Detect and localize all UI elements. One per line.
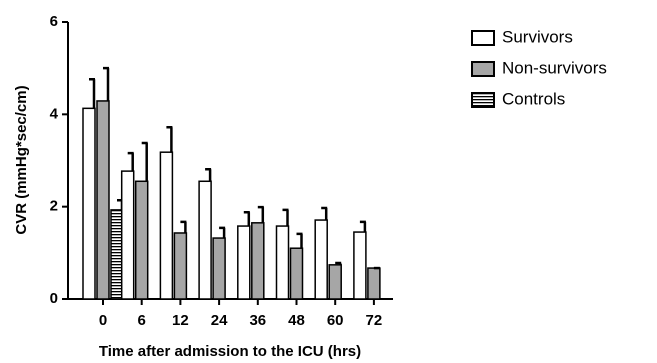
x-tick-label: 6 bbox=[138, 312, 146, 329]
x-tick-label: 72 bbox=[366, 312, 383, 329]
error-bar bbox=[205, 168, 212, 182]
bar bbox=[314, 219, 328, 300]
error-bar bbox=[257, 205, 265, 223]
bar bbox=[159, 151, 174, 300]
y-axis-label: CVR (mmHg*sec/cm) bbox=[13, 85, 30, 234]
bar bbox=[328, 264, 342, 300]
error-bar bbox=[127, 151, 134, 172]
y-tick-label: 0 bbox=[50, 290, 58, 307]
y-tick-label: 2 bbox=[50, 198, 58, 215]
error-bar bbox=[296, 232, 303, 249]
bar bbox=[367, 267, 381, 300]
x-tick-label: 60 bbox=[327, 312, 344, 329]
error-bar bbox=[243, 210, 251, 227]
error-bar bbox=[180, 220, 187, 233]
x-axis-label: Time after admission to the ICU (hrs) bbox=[99, 343, 361, 360]
x-tick-label: 24 bbox=[211, 312, 228, 329]
bar bbox=[251, 222, 265, 300]
bar bbox=[353, 231, 367, 300]
legend-swatch bbox=[471, 92, 495, 108]
error-bar bbox=[89, 77, 96, 109]
legend-swatch bbox=[471, 61, 495, 77]
legend-label: Controls bbox=[502, 89, 565, 108]
error-bar bbox=[335, 261, 342, 265]
bar bbox=[173, 232, 188, 300]
x-tick-label: 0 bbox=[99, 312, 107, 329]
bar bbox=[134, 180, 149, 300]
error-bar bbox=[219, 226, 226, 239]
error-bar bbox=[359, 220, 367, 233]
x-tick-label: 36 bbox=[249, 312, 266, 329]
error-bar bbox=[282, 208, 289, 227]
legend-label: Non-survivors bbox=[502, 58, 607, 77]
legend-swatch bbox=[471, 30, 495, 46]
bar bbox=[289, 247, 304, 300]
x-tick-label: 48 bbox=[288, 312, 305, 329]
x-tick-label: 12 bbox=[172, 312, 189, 329]
y-tick-label: 4 bbox=[50, 105, 59, 122]
bar bbox=[120, 170, 135, 300]
error-bar bbox=[166, 126, 173, 153]
error-bar bbox=[321, 206, 328, 221]
bar bbox=[275, 225, 290, 300]
bar bbox=[212, 237, 226, 300]
bar bbox=[198, 180, 212, 300]
bar bbox=[82, 107, 96, 300]
error-bar bbox=[141, 141, 148, 182]
bar bbox=[237, 225, 251, 300]
legend-label: Survivors bbox=[502, 27, 573, 46]
bar bbox=[96, 100, 110, 300]
error-bar bbox=[103, 66, 110, 101]
y-tick-label: 6 bbox=[50, 13, 58, 30]
